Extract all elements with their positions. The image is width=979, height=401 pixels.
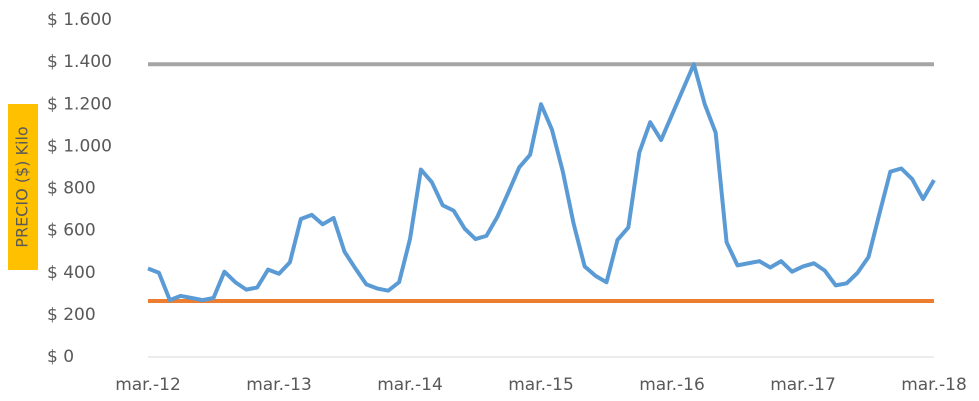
- x-tick-label: mar.-14: [377, 375, 443, 395]
- y-axis-label: PRECIO ($) Kilo: [13, 126, 32, 247]
- y-tick-label: $ 1.400: [47, 52, 112, 72]
- y-tick-label: $ 800: [47, 179, 96, 199]
- x-tick-label: mar.-15: [508, 375, 574, 395]
- y-tick-label: $ 1.600: [47, 10, 112, 30]
- y-tick-label: $ 1.000: [47, 136, 112, 156]
- x-tick-label: mar.-18: [901, 375, 967, 395]
- data-line: [147, 62, 936, 303]
- x-tick-label: mar.-12: [115, 375, 181, 395]
- y-tick-label: $ 1.200: [47, 94, 112, 114]
- x-tick-label: mar.-13: [246, 375, 312, 395]
- x-tick-label: mar.-17: [770, 375, 836, 395]
- y-tick-label: $ 0: [47, 347, 74, 367]
- y-label-box: [8, 104, 38, 270]
- y-tick-label: $ 200: [47, 305, 96, 325]
- x-tick-label: mar.-16: [639, 375, 705, 395]
- y-tick-label: $ 600: [47, 221, 96, 241]
- y-tick-label: $ 400: [47, 263, 96, 283]
